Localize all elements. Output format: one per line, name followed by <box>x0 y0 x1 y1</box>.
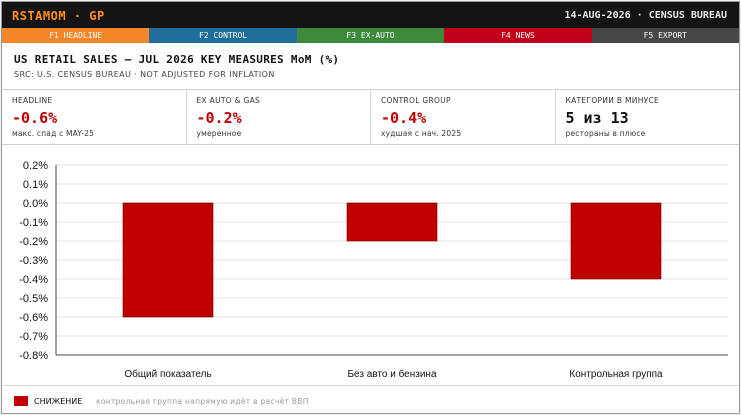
chart-footer: СНИЖЕНИЕ контрольная группа напрямую идё… <box>2 385 739 413</box>
fkey-ex-auto-button[interactable]: F3 EX-AUTO <box>296 28 445 43</box>
stat-label: HEADLINE <box>12 96 53 105</box>
fkey-export-button[interactable]: F5 EXPORT <box>591 28 739 43</box>
y-tick-label: -0.8% <box>19 350 48 362</box>
x-tick-label: Общий показатель <box>124 368 211 380</box>
y-tick-label: -0.5% <box>19 293 48 305</box>
y-tick-label: -0.3% <box>19 255 48 267</box>
panel-header: US RETAIL SALES — JUL 2026 KEY MEASURES … <box>2 43 739 90</box>
legend-swatch <box>14 396 28 406</box>
y-tick-label: 0.2% <box>23 160 48 172</box>
stat-strip: HEADLINE -0.6% макс. спад с MAY-25 EX AU… <box>2 90 739 145</box>
stat-note: худшая с нач. 2025 <box>381 129 462 138</box>
stat-label: КАТЕГОРИИ В МИНУСЕ <box>565 96 660 105</box>
stat-value: -0.2% <box>196 109 242 127</box>
y-tick-label: -0.2% <box>19 236 48 248</box>
stat-card-ex-auto-gas: EX AUTO & GAS -0.2% умеренное <box>187 90 371 144</box>
y-tick-label: 0.1% <box>23 179 48 191</box>
stat-label: CONTROL GROUP <box>381 96 451 105</box>
chart-area: 0.2% 0.1% 0.0% -0.1% -0.2% -0.3% -0.4% -0.5% -0.… <box>2 145 739 385</box>
legend-label: СНИЖЕНИЕ <box>34 397 83 406</box>
y-tick-label: -0.4% <box>19 274 48 286</box>
fkey-news-button[interactable]: F4 NEWS <box>444 28 592 43</box>
bar-chart: 0.2% 0.1% 0.0% -0.1% -0.2% -0.3% -0.4% -0.5% -0.… <box>19 160 728 380</box>
y-tick-label: 0.0% <box>23 198 48 210</box>
footnote: контрольная группа напрямую идёт в расчё… <box>96 397 309 406</box>
bar <box>346 202 438 242</box>
x-tick-label: Контрольная группа <box>569 369 663 380</box>
stat-card-categories: КАТЕГОРИИ В МИНУСЕ 5 из 13 рестораны в п… <box>556 90 740 144</box>
fkey-headline-button[interactable]: F1 HEADLINE <box>2 28 150 43</box>
stat-card-control-group: CONTROL GROUP -0.4% худшая с нач. 2025 <box>371 90 556 144</box>
y-tick-label: -0.7% <box>19 331 48 343</box>
stat-card-headline: HEADLINE -0.6% макс. спад с MAY-25 <box>2 90 187 144</box>
stat-label: EX AUTO & GAS <box>196 96 261 105</box>
y-tick-label: -0.1% <box>19 217 48 229</box>
x-tick-label: Без авто и бензина <box>347 368 436 380</box>
y-tick-label: -0.6% <box>19 312 48 324</box>
stat-note: макс. спад с MAY-25 <box>12 129 95 138</box>
date-source-label: 14-AUG-2026 · CENSUS BUREAU <box>564 10 727 21</box>
fkey-control-button[interactable]: F2 CONTROL <box>149 28 297 43</box>
bar <box>122 202 214 318</box>
stat-value: 5 из 13 <box>565 109 629 127</box>
stat-note: умеренное <box>196 129 242 138</box>
stat-value: -0.4% <box>381 109 427 127</box>
page-title: US RETAIL SALES — JUL 2026 KEY MEASURES … <box>14 53 340 66</box>
page-subtitle: SRC: U.S. CENSUS BUREAU · NOT ADJUSTED F… <box>14 70 275 79</box>
bar <box>570 202 662 280</box>
function-key-bar: F1 HEADLINE F2 CONTROL F3 EX-AUTO F4 NEW… <box>2 28 739 43</box>
ticker-label: RSTAMOM · GP <box>12 9 105 23</box>
stat-value: -0.6% <box>12 109 58 127</box>
top-bar: RSTAMOM · GP 14-AUG-2026 · CENSUS BUREAU <box>2 2 739 28</box>
stat-note: рестораны в плюсе <box>565 129 646 138</box>
